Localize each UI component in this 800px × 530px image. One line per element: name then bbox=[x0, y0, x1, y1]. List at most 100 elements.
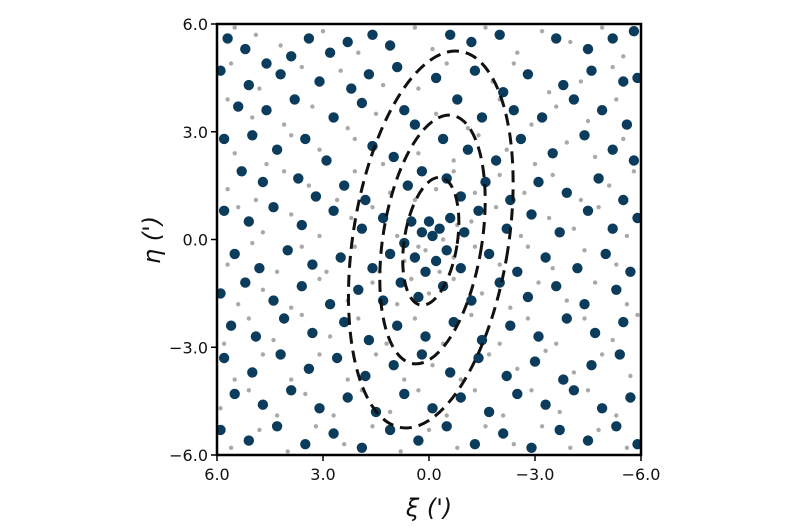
contour-ellipse-2 bbox=[378, 113, 487, 366]
field-star-point-123 bbox=[327, 334, 333, 339]
x-axis-label: ξ (') bbox=[405, 494, 452, 522]
candidate-star-point-91 bbox=[473, 205, 484, 216]
candidate-star-point-52 bbox=[437, 133, 449, 145]
field-star-point-165 bbox=[228, 445, 234, 450]
field-star-point-176 bbox=[539, 424, 545, 429]
candidate-star-point-164 bbox=[286, 385, 297, 396]
candidate-star-point-47 bbox=[271, 144, 283, 155]
candidate-star-point-156 bbox=[473, 352, 484, 364]
candidate-star-point-191 bbox=[611, 421, 622, 432]
field-star-point-27 bbox=[281, 122, 287, 127]
field-star-point-50 bbox=[592, 154, 598, 160]
field-star-point-157 bbox=[416, 388, 421, 393]
field-star-point-1 bbox=[253, 32, 259, 37]
field-star-point-77 bbox=[440, 237, 446, 242]
candidate-star-point-134 bbox=[278, 313, 290, 324]
field-star-point-71 bbox=[289, 212, 294, 217]
candidate-star-point-12 bbox=[551, 33, 562, 44]
candidate-star-point-165 bbox=[314, 403, 325, 414]
field-star-point-6 bbox=[430, 46, 435, 52]
candidate-star-point-74 bbox=[593, 173, 604, 184]
candidate-star-point-30 bbox=[632, 72, 641, 84]
candidate-star-point-161 bbox=[614, 349, 625, 360]
candidate-star-point-153 bbox=[388, 360, 399, 371]
field-star-point-11 bbox=[599, 25, 605, 30]
candidate-star-point-28 bbox=[586, 65, 597, 76]
field-star-point-138 bbox=[317, 352, 322, 357]
candidate-star-point-73 bbox=[561, 187, 572, 198]
field-star-point-48 bbox=[532, 161, 538, 167]
x-tick-label-4: −6.0 bbox=[622, 465, 661, 484]
candidate-star-point-170 bbox=[455, 392, 466, 403]
field-star-point-61 bbox=[451, 169, 456, 174]
candidate-star-point-178 bbox=[243, 435, 254, 446]
field-star-point-18 bbox=[416, 86, 421, 91]
field-star-point-88 bbox=[274, 269, 280, 274]
candidate-star-point-40 bbox=[508, 105, 519, 116]
candidate-star-point-86 bbox=[427, 230, 438, 242]
field-star-point-57 bbox=[352, 169, 357, 174]
candidate-star-point-75 bbox=[618, 194, 629, 206]
field-star-point-161 bbox=[529, 388, 534, 393]
field-star-point-100 bbox=[550, 266, 555, 271]
candidate-star-point-13 bbox=[582, 43, 594, 55]
candidate-star-point-27 bbox=[558, 79, 569, 91]
field-star-point-117 bbox=[592, 280, 598, 285]
candidate-star-point-39 bbox=[476, 112, 488, 123]
candidate-star-point-96 bbox=[607, 223, 618, 234]
candidate-star-point-143 bbox=[533, 331, 544, 342]
candidate-star-point-154 bbox=[416, 349, 428, 360]
candidate-star-point-90 bbox=[459, 227, 470, 238]
candidate-star-point-159 bbox=[558, 374, 569, 385]
field-star-point-146 bbox=[543, 348, 548, 353]
field-star-point-137 bbox=[289, 377, 294, 382]
field-star-point-163 bbox=[585, 388, 591, 393]
candidate-star-point-180 bbox=[300, 439, 311, 450]
field-star-point-169 bbox=[342, 442, 347, 447]
candidate-star-point-58 bbox=[607, 144, 618, 155]
candidate-star-point-6 bbox=[342, 36, 353, 48]
candidate-star-point-38 bbox=[452, 94, 463, 105]
candidate-star-point-19 bbox=[314, 76, 325, 87]
candidate-star-point-98 bbox=[229, 248, 240, 260]
field-star-point-67 bbox=[607, 183, 612, 188]
candidate-star-point-14 bbox=[607, 33, 618, 44]
field-star-point-81 bbox=[518, 233, 524, 239]
y-tick-label-3: −3.0 bbox=[169, 338, 208, 357]
field-star-point-130 bbox=[525, 316, 531, 321]
field-star-point-79 bbox=[469, 219, 474, 224]
field-star-point-90 bbox=[324, 269, 329, 274]
field-star-point-62 bbox=[472, 190, 478, 195]
candidate-star-point-17 bbox=[243, 79, 254, 91]
candidate-star-point-0 bbox=[222, 33, 233, 44]
candidate-star-point-78 bbox=[268, 202, 279, 213]
candidate-star-point-189 bbox=[554, 424, 565, 436]
field-star-point-43 bbox=[380, 161, 386, 167]
candidate-star-point-183 bbox=[384, 424, 396, 436]
candidate-star-point-84 bbox=[416, 227, 428, 238]
field-star-point-28 bbox=[310, 104, 315, 109]
field-star-point-40 bbox=[289, 133, 294, 138]
field-star-point-156 bbox=[387, 409, 393, 415]
candidate-star-point-120 bbox=[324, 299, 336, 310]
candidate-star-point-29 bbox=[618, 76, 629, 87]
field-star-point-17 bbox=[380, 82, 386, 88]
candidate-star-point-3 bbox=[303, 33, 315, 44]
field-star-point-31 bbox=[433, 111, 439, 117]
field-star-point-3 bbox=[320, 29, 326, 34]
field-star-point-166 bbox=[257, 427, 262, 433]
candidate-star-point-124 bbox=[413, 291, 424, 303]
candidate-star-point-172 bbox=[512, 388, 523, 400]
field-star-point-148 bbox=[599, 352, 605, 357]
candidate-star-point-136 bbox=[339, 316, 350, 328]
y-axis-label: η (') bbox=[138, 216, 166, 264]
field-star-point-111 bbox=[426, 291, 432, 296]
field-star-point-172 bbox=[426, 427, 432, 433]
candidate-star-point-93 bbox=[526, 209, 537, 220]
field-star-point-129 bbox=[497, 341, 502, 346]
field-star-point-162 bbox=[557, 409, 562, 415]
field-star-point-72 bbox=[317, 233, 322, 239]
candidate-star-point-107 bbox=[430, 255, 442, 267]
candidate-star-point-79 bbox=[296, 219, 307, 231]
